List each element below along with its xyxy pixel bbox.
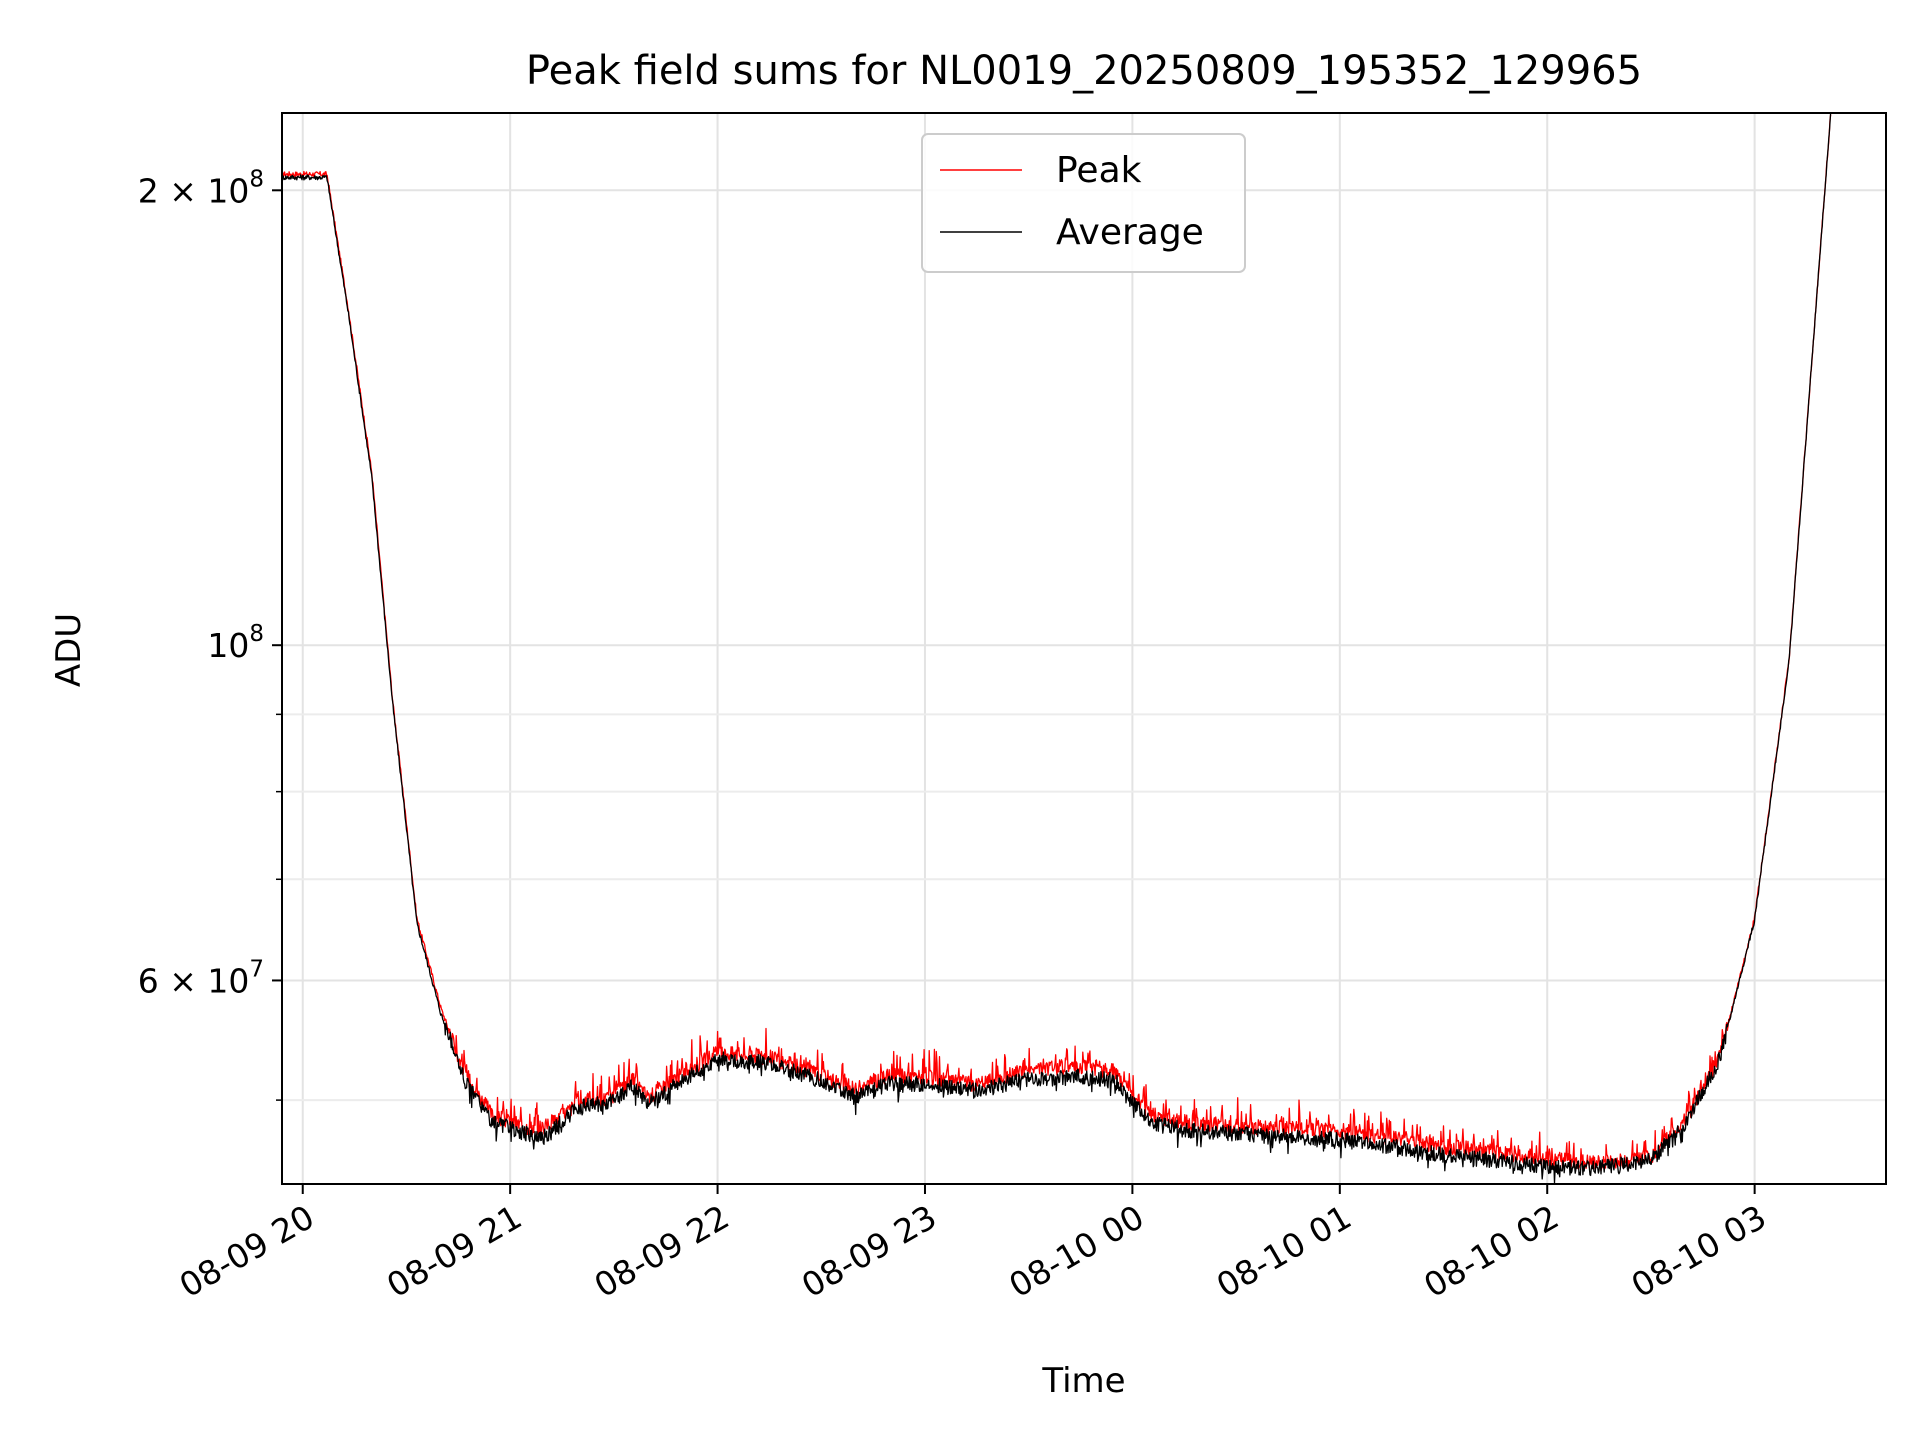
legend-box xyxy=(921,133,1246,273)
legend-label-peak: Peak xyxy=(1056,150,1142,191)
y-tick-exponent: 8 xyxy=(249,621,264,647)
series-line-average xyxy=(282,113,1832,1184)
chart-title: Peak field sums for NL0019_20250809_1953… xyxy=(526,48,1642,94)
x-tick-label: 08-10 01 xyxy=(1210,1197,1358,1305)
x-tick-label: 08-09 23 xyxy=(795,1197,943,1305)
y-tick-label: 108 xyxy=(207,621,264,665)
x-tick-label: 08-10 03 xyxy=(1625,1197,1773,1305)
x-tick-label: 08-10 02 xyxy=(1417,1197,1565,1305)
x-tick-label: 08-09 20 xyxy=(173,1197,321,1305)
x-axis: 08-09 20 08-09 21 08-09 22 08-09 23 08-10 00… xyxy=(173,1184,1773,1305)
y-axis-label: ADU xyxy=(49,613,89,687)
y-tick-base: 6 × 10 xyxy=(138,961,250,1000)
y-tick-exponent: 8 xyxy=(249,166,264,192)
x-axis-label: Time xyxy=(1041,1361,1125,1401)
y-tick-base: 2 × 10 xyxy=(138,171,250,210)
legend: Peak Average xyxy=(921,133,1246,273)
x-tick-label: 08-09 21 xyxy=(380,1197,528,1305)
legend-label-average: Average xyxy=(1056,212,1204,253)
y-tick-base: 10 xyxy=(207,626,249,665)
y-tick-label: 6 × 107 xyxy=(138,956,264,1000)
plot-area xyxy=(282,113,1832,1184)
y-tick-label: 2 × 108 xyxy=(138,166,264,210)
plot-frame xyxy=(281,112,1887,1185)
y-tick-exponent: 7 xyxy=(249,956,264,982)
x-tick-label: 08-10 00 xyxy=(1002,1197,1150,1305)
grid-lines xyxy=(282,113,1886,1184)
series-line-peak xyxy=(282,114,1832,1172)
x-tick-label: 08-09 22 xyxy=(588,1197,736,1305)
